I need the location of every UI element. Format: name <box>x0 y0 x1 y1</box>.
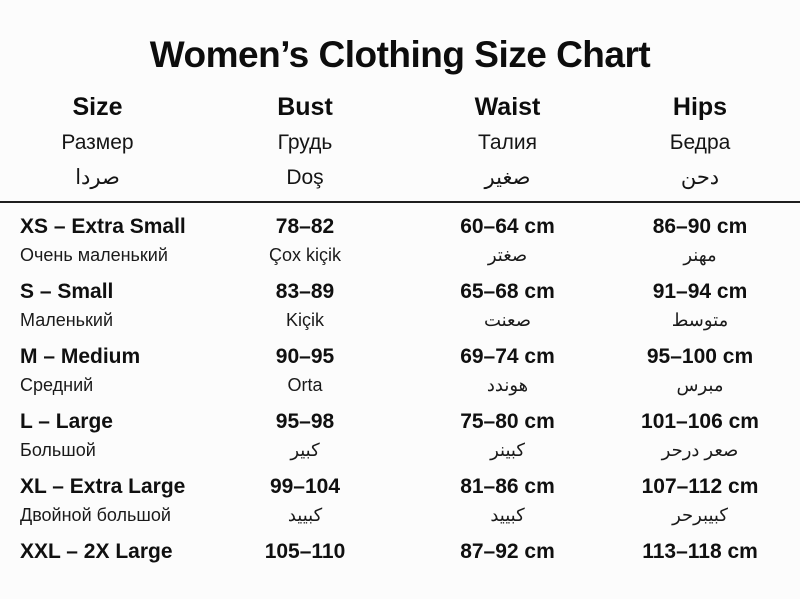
hips-cell: 107–112 cm كبيبرحر <box>600 472 800 528</box>
column-header-bust-en: Bust <box>277 93 333 121</box>
table-row-s: S – Small Маленький 83–89 Kiçik 65–68 cm… <box>0 268 800 333</box>
column-header-bust: Bust Грудь Doş <box>195 90 415 195</box>
table-row-xxl: XXL – 2X Large 105–110 87–92 cm 113–118 … <box>0 528 800 593</box>
page-title: Women’s Clothing Size Chart <box>149 34 651 75</box>
size-cell: M – Medium Средний <box>0 342 195 398</box>
bust-translation: كبير <box>290 440 320 460</box>
table-header: Size Размер صردا Bust Грудь Doş Waist Та… <box>0 90 800 195</box>
hips-value: 91–94 cm <box>652 280 748 303</box>
size-label: XS – Extra Small <box>20 215 186 238</box>
size-label: XXL – 2X Large <box>20 540 173 563</box>
waist-cell: 69–74 cm هوندد <box>415 342 600 398</box>
column-header-bust-ru: Грудь <box>277 131 333 154</box>
hips-value: 95–100 cm <box>646 345 754 368</box>
size-label: L – Large <box>20 410 113 433</box>
waist-translation: هوندد <box>486 375 529 395</box>
hips-value: 101–106 cm <box>641 410 759 433</box>
waist-translation: كبينر <box>490 440 525 460</box>
size-label: M – Medium <box>20 345 141 368</box>
waist-value: 87–92 cm <box>460 540 555 563</box>
size-cell: XS – Extra Small Очень маленький <box>0 212 195 268</box>
waist-translation: كبييد <box>490 505 525 525</box>
column-header-waist-ru: Талия <box>478 131 537 154</box>
column-header-hips-ar: دحن <box>680 166 720 189</box>
column-header-size-en: Size <box>72 93 123 121</box>
bust-cell: 99–104 كبييد <box>195 472 415 528</box>
size-translation: Большой <box>20 440 96 460</box>
size-translation: Очень маленький <box>20 245 168 265</box>
bust-cell: 95–98 كبير <box>195 407 415 463</box>
bust-cell: 78–82 Çox kiçik <box>195 212 415 268</box>
hips-value: 113–118 cm <box>642 540 758 563</box>
hips-cell: 95–100 cm مبرس <box>600 342 800 398</box>
bust-translation: Çox kiçik <box>268 245 341 265</box>
size-translation: Средний <box>20 375 94 395</box>
column-header-bust-ar: Doş <box>286 166 324 189</box>
waist-translation: صعنت <box>483 310 532 330</box>
bust-value: 105–110 <box>264 540 346 563</box>
waist-cell: 87–92 cm <box>415 537 600 593</box>
hips-cell: 86–90 cm مهنر <box>600 212 800 268</box>
size-label: S – Small <box>20 280 114 303</box>
column-header-size-ar: صردا <box>75 166 120 189</box>
hips-value: 107–112 cm <box>641 475 759 498</box>
table-row-xl: XL – Extra Large Двойной большой 99–104 … <box>0 463 800 528</box>
waist-cell: 60–64 cm صغتر <box>415 212 600 268</box>
bust-cell: 90–95 Orta <box>195 342 415 398</box>
size-cell: S – Small Маленький <box>0 277 195 333</box>
waist-value: 75–80 cm <box>460 410 555 433</box>
hips-translation: متوسط <box>671 310 729 330</box>
bust-translation: Kiçik <box>285 310 324 330</box>
hips-value: 86–90 cm <box>652 215 748 238</box>
header-divider <box>0 201 800 203</box>
table-row-m: M – Medium Средний 90–95 Orta 69–74 cm ه… <box>0 333 800 398</box>
column-header-waist-en: Waist <box>474 93 541 121</box>
table-row-xs: XS – Extra Small Очень маленький 78–82 Ç… <box>0 203 800 268</box>
column-header-hips-en: Hips <box>672 93 728 121</box>
bust-value: 90–95 <box>275 345 335 368</box>
column-header-hips-ru: Бедра <box>669 131 731 154</box>
table-body: XS – Extra Small Очень маленький 78–82 Ç… <box>0 203 800 593</box>
waist-value: 69–74 cm <box>460 345 555 368</box>
column-header-size-ru: Размер <box>61 131 134 154</box>
column-header-waist: Waist Талия صغير <box>415 90 600 195</box>
hips-translation: صعر درحر <box>661 440 739 460</box>
bust-value: 95–98 <box>275 410 335 433</box>
waist-value: 60–64 cm <box>460 215 555 238</box>
bust-translation: كبييد <box>287 505 323 525</box>
waist-value: 65–68 cm <box>460 280 555 303</box>
hips-cell: 91–94 cm متوسط <box>600 277 800 333</box>
bust-value: 99–104 <box>269 475 341 498</box>
column-header-hips: Hips Бедра دحن <box>600 90 800 195</box>
waist-value: 81–86 cm <box>460 475 555 498</box>
bust-translation: Orta <box>287 375 323 395</box>
bust-value: 83–89 <box>275 280 335 303</box>
size-label: XL – Extra Large <box>20 475 186 498</box>
hips-translation: مهنر <box>683 245 717 265</box>
bust-value: 78–82 <box>275 215 335 238</box>
size-cell: XL – Extra Large Двойной большой <box>0 472 195 528</box>
column-header-size: Size Размер صردا <box>0 90 195 195</box>
table-row-l: L – Large Большой 95–98 كبير 75–80 cm كب… <box>0 398 800 463</box>
waist-cell: 65–68 cm صعنت <box>415 277 600 333</box>
size-cell: L – Large Большой <box>0 407 195 463</box>
waist-cell: 81–86 cm كبييد <box>415 472 600 528</box>
waist-cell: 75–80 cm كبينر <box>415 407 600 463</box>
size-translation: Двойной большой <box>20 505 171 525</box>
column-header-waist-ar: صغير <box>484 166 531 189</box>
size-translation: Маленький <box>20 310 114 330</box>
size-cell: XXL – 2X Large <box>0 537 195 593</box>
hips-translation: مبرس <box>676 375 724 395</box>
hips-cell: 113–118 cm <box>600 537 800 593</box>
hips-translation: كبيبرحر <box>672 505 728 525</box>
bust-cell: 105–110 <box>195 537 415 593</box>
waist-translation: صغتر <box>487 245 528 265</box>
bust-cell: 83–89 Kiçik <box>195 277 415 333</box>
hips-cell: 101–106 cm صعر درحر <box>600 407 800 463</box>
